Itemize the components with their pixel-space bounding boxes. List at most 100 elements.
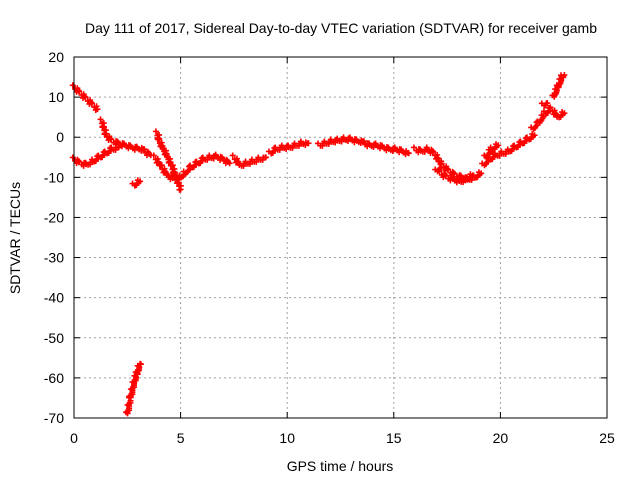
data-point [438, 160, 445, 167]
data-point [405, 150, 412, 157]
data-point [150, 152, 157, 159]
data-point [163, 152, 170, 159]
data-point [558, 77, 565, 84]
data-point [531, 132, 538, 139]
plot-frame [73, 56, 608, 419]
data-point [212, 151, 219, 158]
data-point [478, 170, 485, 177]
data-point [372, 140, 379, 147]
data-point [159, 144, 166, 151]
data-point [101, 130, 108, 137]
data-point [82, 94, 89, 101]
data-point [551, 92, 558, 99]
data-point [69, 154, 76, 161]
data-point [378, 142, 385, 149]
data-point [430, 148, 437, 155]
chart-title: Day 111 of 2017, Sidereal Day-to-day VTE… [85, 20, 597, 36]
data-point [359, 138, 366, 145]
data-point [108, 136, 115, 143]
grid [74, 57, 607, 418]
y-tick-label: -30 [44, 250, 64, 266]
data-point [129, 385, 136, 392]
data-point [443, 165, 450, 172]
data-point [167, 162, 174, 169]
data-point [124, 408, 131, 415]
data-point [457, 172, 464, 179]
data-point [540, 113, 547, 120]
y-tick-label: -20 [44, 209, 64, 225]
data-point [134, 368, 141, 375]
data-point [219, 154, 226, 161]
data-point [445, 166, 452, 173]
data-point [120, 140, 127, 147]
data-point [166, 158, 173, 165]
data-point [177, 186, 184, 193]
x-tick-label: 20 [493, 430, 509, 446]
data-point [157, 162, 164, 169]
data-point [451, 170, 458, 177]
y-tick-label: -60 [44, 370, 64, 386]
data-point [226, 160, 233, 167]
data-point [137, 178, 144, 185]
y-tick-label: -50 [44, 330, 64, 346]
data-point [561, 72, 568, 79]
data-point [140, 146, 147, 153]
data-point [94, 106, 101, 113]
data-point [88, 100, 95, 107]
y-tick-label: 0 [56, 129, 64, 145]
data-point [495, 142, 502, 149]
data-point [449, 174, 456, 181]
data-point [114, 138, 121, 145]
data-point [76, 88, 83, 95]
data-point [81, 93, 88, 100]
data-point [555, 82, 562, 89]
data-point [561, 110, 568, 117]
data-point [152, 128, 159, 135]
data-point [133, 374, 140, 381]
data-point [126, 401, 133, 408]
x-tick-label: 5 [177, 430, 185, 446]
data-point [262, 154, 269, 161]
data-point [131, 378, 138, 385]
y-tick-label: 10 [48, 89, 64, 105]
y-tick-label: -10 [44, 169, 64, 185]
data-point [346, 134, 353, 141]
axis-ticks: 0 5 10 15 20 25 20 10 0 -10 -20 -30 -40 -50 -60 -70 [44, 49, 615, 446]
y-tick-label: -40 [44, 290, 64, 306]
data-point [544, 100, 551, 107]
x-tick-label: 25 [599, 430, 615, 446]
data-point [137, 360, 144, 367]
data-point [75, 87, 82, 94]
data-point [69, 82, 76, 89]
data-point [170, 168, 177, 175]
data-point [127, 392, 134, 399]
x-tick-label: 15 [386, 430, 402, 446]
data-point [469, 172, 476, 179]
data-point [410, 144, 417, 151]
data-point [97, 116, 104, 123]
data-point [87, 99, 94, 106]
x-tick-label: 0 [70, 430, 78, 446]
data-point [305, 140, 312, 147]
data-point [154, 158, 161, 165]
data-point [398, 146, 405, 153]
data-series [69, 72, 568, 417]
data-point [437, 161, 444, 168]
data-point [553, 87, 560, 94]
data-point [391, 144, 398, 151]
data-point [229, 152, 236, 159]
y-tick-label: 20 [48, 49, 64, 65]
y-axis-label: SDTVAR / TECUs [7, 182, 23, 294]
data-point [547, 104, 554, 111]
data-point [436, 168, 443, 175]
y-tick-label: -70 [44, 410, 64, 426]
data-point [107, 135, 114, 142]
data-point [163, 170, 170, 177]
data-point [423, 144, 430, 151]
data-point [537, 118, 544, 125]
data-point [155, 136, 162, 143]
data-point [99, 123, 106, 130]
data-point [434, 154, 441, 161]
x-tick-label: 10 [279, 430, 295, 446]
